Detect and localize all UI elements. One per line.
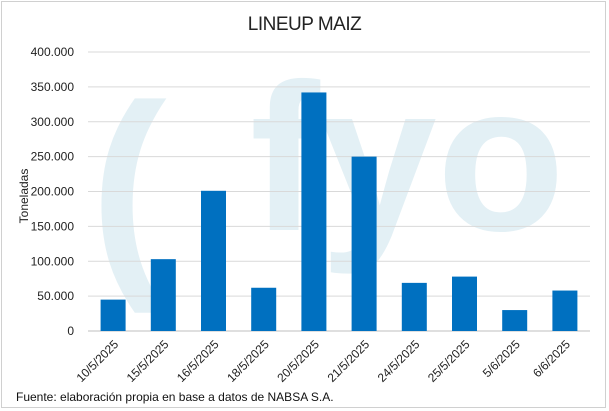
source-note: Fuente: elaboración propia en base a dat… — [16, 390, 334, 404]
y-tick-label: 300.000 — [31, 115, 75, 129]
x-tick-label: 20/5/2025 — [274, 337, 322, 385]
x-tick-label: 10/5/2025 — [74, 337, 122, 385]
y-axis-ticks: 0 50.000 100.000 150.000 200.000 250.000 300.0… — [31, 45, 75, 338]
bar — [351, 156, 377, 331]
bar — [100, 299, 126, 331]
x-tick-label: 5/6/2025 — [480, 337, 523, 380]
y-tick-label: 350.000 — [31, 80, 75, 94]
y-tick-label: 50.000 — [37, 289, 74, 303]
y-tick-label: 400.000 — [31, 45, 75, 59]
bar — [201, 190, 226, 331]
x-tick-label: 18/5/2025 — [224, 337, 272, 385]
x-tick-label: 24/5/2025 — [375, 337, 423, 385]
y-tick-label: 0 — [67, 324, 74, 338]
x-axis-ticks: 10/5/2025 15/5/2025 16/5/2025 18/5/2025 20/5… — [74, 337, 574, 385]
bar-series — [100, 92, 578, 331]
bar — [251, 287, 277, 331]
x-tick-label: 21/5/2025 — [325, 337, 373, 385]
y-axis-label: Toneladas — [17, 169, 31, 224]
y-tick-label: 250.000 — [31, 150, 75, 164]
watermark-text: fyo — [250, 40, 565, 275]
x-tick-label: 16/5/2025 — [174, 337, 222, 385]
bar — [452, 276, 477, 331]
bar — [502, 310, 528, 331]
bar — [301, 92, 327, 331]
y-tick-label: 200.000 — [31, 185, 75, 199]
bar — [401, 282, 427, 331]
chart-title: LINEUP MAIZ — [247, 14, 362, 35]
x-tick-label: 6/6/2025 — [530, 337, 573, 380]
x-tick-label: 25/5/2025 — [425, 337, 473, 385]
bar — [552, 290, 578, 331]
y-tick-label: 150.000 — [31, 219, 75, 233]
x-tick-label: 15/5/2025 — [124, 337, 172, 385]
y-tick-label: 100.000 — [31, 254, 75, 268]
bar — [150, 259, 176, 331]
